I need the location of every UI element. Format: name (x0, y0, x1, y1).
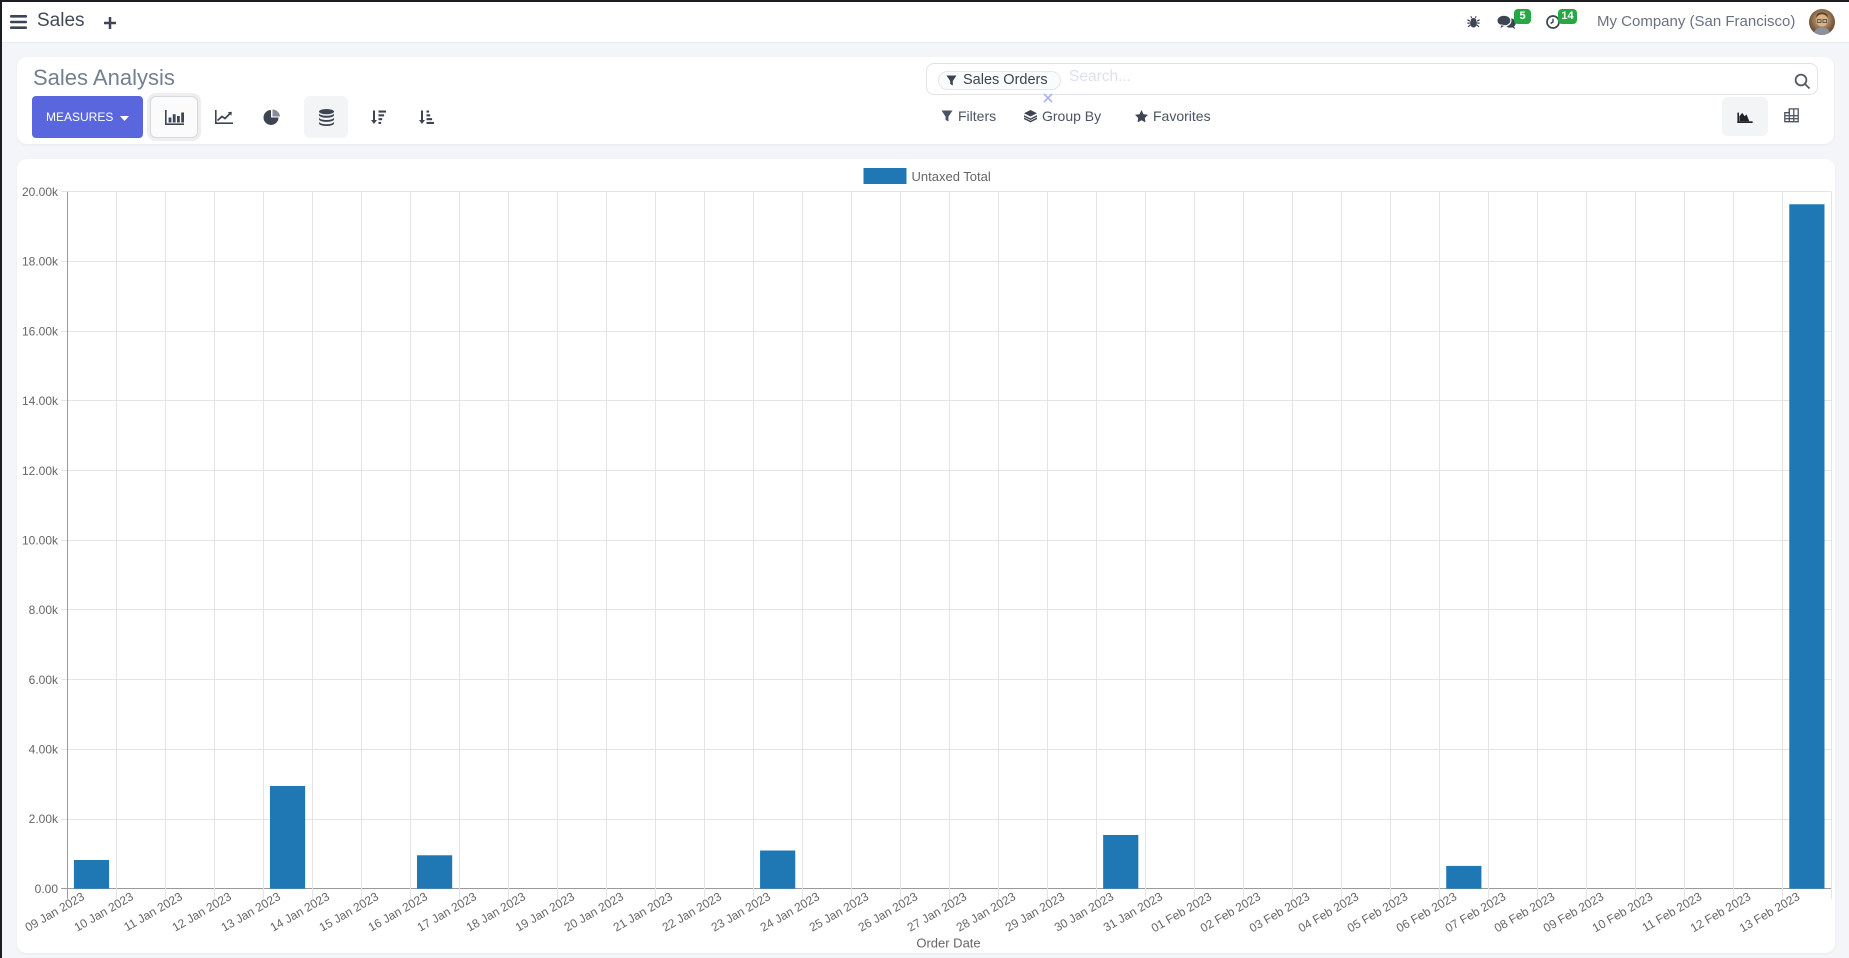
svg-text:20.00k: 20.00k (22, 185, 59, 199)
svg-text:Order Date: Order Date (916, 935, 980, 950)
svg-text:10.00k: 10.00k (22, 533, 59, 547)
svg-text:Untaxed Total: Untaxed Total (912, 169, 991, 184)
svg-text:4.00k: 4.00k (29, 742, 59, 756)
svg-text:8.00k: 8.00k (29, 603, 59, 617)
svg-text:0.00: 0.00 (35, 881, 59, 895)
svg-text:16.00k: 16.00k (22, 324, 59, 338)
svg-text:12.00k: 12.00k (22, 463, 59, 477)
svg-text:18.00k: 18.00k (22, 254, 59, 268)
svg-text:6.00k: 6.00k (29, 672, 59, 686)
svg-text:14.00k: 14.00k (22, 394, 59, 408)
svg-text:2.00k: 2.00k (29, 812, 59, 826)
